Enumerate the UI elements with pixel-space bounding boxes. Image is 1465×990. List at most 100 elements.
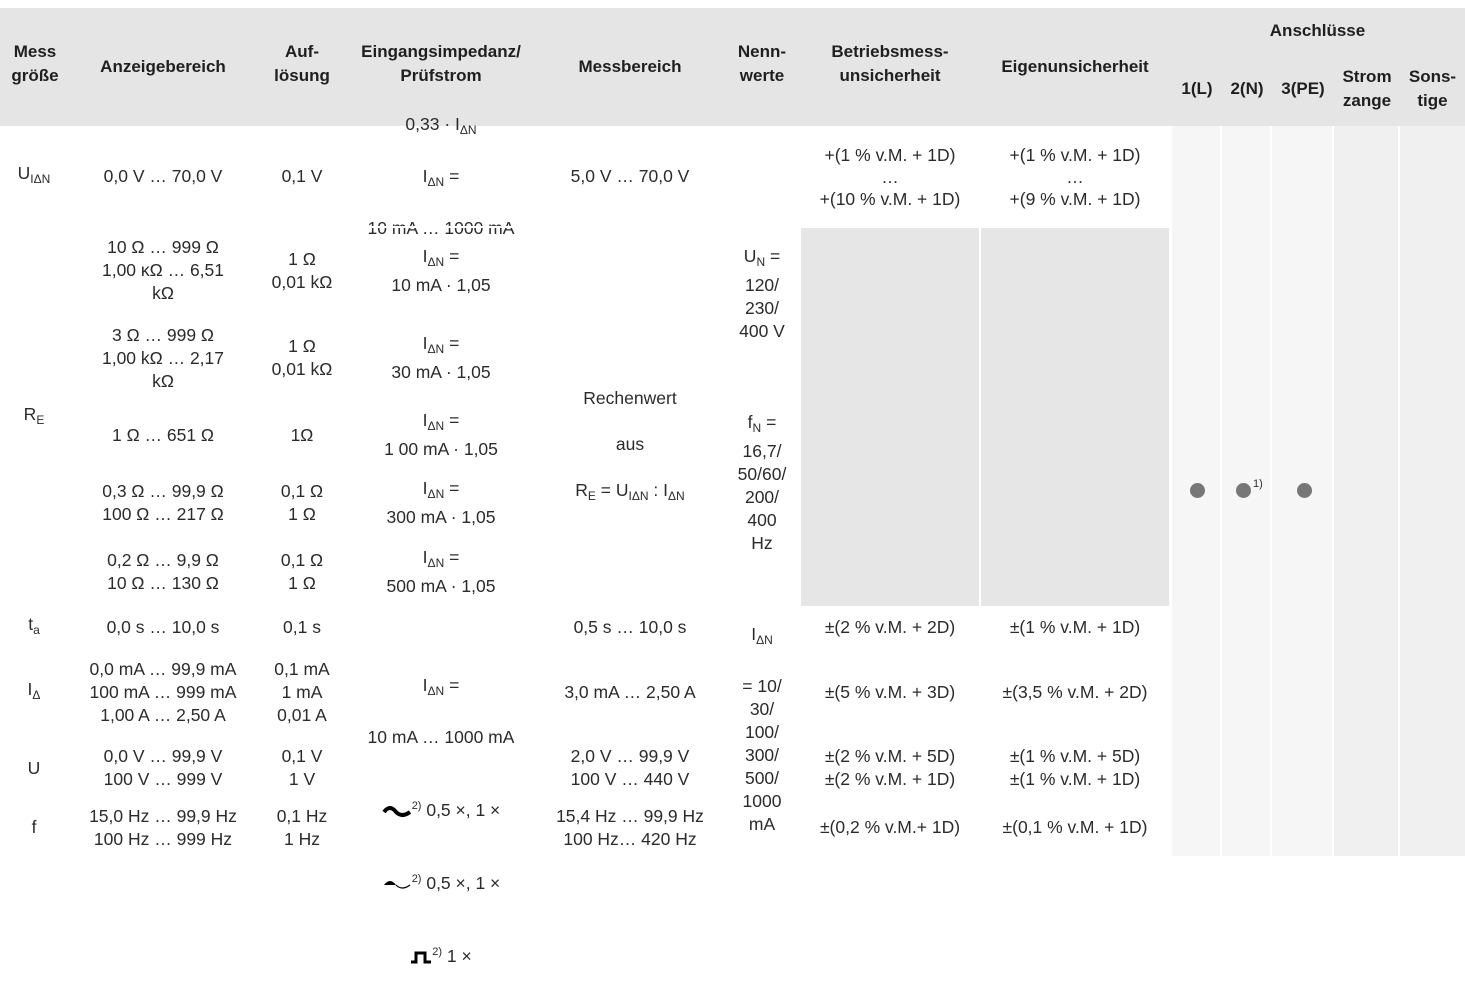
header-eigenunsicherheit: Eigenunsicherheit [1001, 57, 1149, 76]
anzeige-ta: 0,0 s … 10,0 s [106, 616, 220, 637]
conn-dot-1l [1190, 483, 1205, 498]
sep [257, 126, 259, 856]
half-wave-icon [383, 881, 411, 889]
aufl-idelta: 0,1 mA 1 mA 0,01 A [274, 658, 330, 725]
betrieb-u: ±(2 % v.M. + 5D) ±(2 % v.M. + 1D) [824, 746, 956, 789]
imp-uidn: 0,33 · IΔN IΔN = 10 mA … 1000 mA [367, 114, 515, 238]
mess-re: Rechenwert aus RE = UIΔN : IΔN [575, 387, 685, 503]
anzeige-re5: 0,2 Ω … 9,9 Ω 10 Ω … 130 Ω [107, 550, 219, 593]
sep [535, 126, 537, 856]
header-eingangsimpedanz: Eingangsimpedanz/ Prüfstrom [361, 42, 521, 85]
sep [0, 798, 346, 800]
sep [1220, 126, 1222, 856]
eigen-u: ±(1 % v.M. + 5D) ±(1 % v.M. + 1D) [1009, 746, 1141, 789]
sep [68, 401, 536, 403]
sep [68, 313, 536, 315]
sep [800, 646, 1170, 648]
aufl-re5: 0,1 Ω 1 Ω [280, 550, 324, 593]
dc-pulse-icon [411, 951, 432, 964]
eigen-uidn: +(1 % v.M. + 1D) … +(9 % v.M. + 1D) [1009, 144, 1141, 209]
imp-re2: IΔN = 30 mA · 1,05 [391, 333, 491, 382]
header-3pe: 3(PE) [1281, 79, 1325, 98]
sep [1270, 126, 1272, 856]
qty-ta: ta [28, 613, 40, 637]
imp-re1: IΔN = 10 mA · 1,05 [391, 245, 491, 295]
mess-f: 15,4 Hz … 99,9 Hz 100 Hz… 420 Hz [556, 805, 704, 849]
header-messgroesse: Mess größe [11, 42, 59, 85]
conn-dot-3pe [1297, 483, 1312, 498]
imp-shared-lower: IΔN = 10 mA … 1000 mA 2) 0,5 ×, 1 × 2) 0… [367, 675, 515, 966]
sep [1169, 126, 1171, 856]
header-betriebsmess: Betriebsmess- unsicherheit [831, 42, 949, 85]
eigen-f: ±(0,1 % v.M. + 1D) [1002, 817, 1148, 837]
header-2n: 2(N) [1230, 79, 1264, 98]
betrieb-f: ±(0,2 % v.M.+ 1D) [819, 817, 961, 837]
sep [800, 736, 1170, 738]
header-aufloesung: Auf- lösung [274, 42, 330, 85]
qty-re: RE [23, 403, 45, 427]
anzeige-f: 15,0 Hz … 99,9 Hz 100 Hz … 999 Hz [89, 805, 237, 849]
anzeige-u: 0,0 V … 99,9 V 100 V … 999 V [103, 746, 223, 789]
aufl-uidn: 0,1 V [281, 166, 323, 186]
sep [800, 606, 1170, 608]
sep [0, 226, 1170, 228]
mess-uidn: 5,0 V … 70,0 V [570, 166, 690, 186]
table-header [0, 8, 1465, 126]
aufl-re2: 1 Ω 0,01 kΩ [271, 336, 333, 379]
sep [0, 606, 724, 608]
header-anzeigebereich: Anzeigebereich [100, 57, 226, 76]
sep [345, 126, 347, 856]
eigen-ta: ±(1 % v.M. + 1D) [1009, 616, 1141, 637]
imp-re5: IΔN = 500 mA · 1,05 [386, 547, 496, 596]
conn-footnote: 1) [1253, 478, 1263, 490]
eigen-idelta: ±(3,5 % v.M. + 2D) [1002, 681, 1148, 702]
sep [67, 126, 69, 856]
aufl-re4: 0,1 Ω 1 Ω [280, 480, 324, 524]
sep [68, 536, 536, 538]
sep [536, 646, 724, 648]
sep [723, 126, 725, 856]
mess-idelta: 3,0 mA … 2,50 A [564, 681, 696, 702]
anzeige-re2: 3 Ω … 999 Ω 1,00 kΩ … 2,17 kΩ [101, 324, 225, 391]
sep [1332, 126, 1334, 856]
anzeige-re3: 1 Ω … 651 Ω [111, 424, 215, 445]
sep [1398, 126, 1400, 856]
aufl-ta: 0,1 s [283, 616, 321, 637]
sine-wave-icon [382, 806, 411, 818]
aufl-f: 0,1 Hz 1 Hz [276, 805, 328, 849]
sep [0, 646, 346, 648]
betrieb-ta: ±(2 % v.M. + 2D) [824, 616, 956, 637]
sep [799, 126, 801, 856]
header-sonstige: Sons- tige [1408, 67, 1457, 110]
sep [979, 126, 981, 856]
anzeige-re1: 10 Ω … 999 Ω 1,00 κΩ … 6,51 kΩ [101, 237, 225, 303]
header-anschluesse: Anschlüsse [1269, 21, 1366, 40]
imp-re3: IΔN = 1 00 mA · 1,05 [384, 410, 498, 459]
empty-re-betrieb [800, 227, 1170, 607]
anzeige-re4: 0,3 Ω … 99,9 Ω 100 Ω … 217 Ω [102, 480, 224, 524]
qty-uidn: UIΔN [17, 163, 51, 186]
sep [536, 736, 724, 738]
header-stromzange: Strom zange [1342, 67, 1392, 110]
sep [800, 798, 1170, 800]
qty-f: f [31, 817, 37, 837]
aufl-re3: 1Ω [290, 424, 314, 445]
qty-u: U [27, 757, 41, 778]
imp-re4: IΔN = 300 mA · 1,05 [386, 477, 496, 527]
aufl-re1: 1 Ω 0,01 kΩ [271, 248, 333, 292]
sep [0, 736, 346, 738]
mess-ta: 0,5 s … 10,0 s [573, 616, 687, 637]
nennwerte: UN = 120/ 230/ 400 V fN = 16,7/ 50/60/ 2… [737, 246, 787, 834]
header-nennwerte: Nenn- werte [737, 42, 787, 85]
qty-idelta: IΔ [27, 678, 41, 702]
sep [68, 467, 536, 469]
betrieb-idelta: ±(5 % v.M. + 3D) [824, 681, 956, 702]
betrieb-uidn: +(1 % v.M. + 1D) … +(10 % v.M. + 1D) [819, 144, 961, 209]
anzeige-idelta: 0,0 mA … 99,9 mA 100 mA … 999 mA 1,00 A … [89, 658, 237, 725]
mess-u: 2,0 V … 99,9 V 100 V … 440 V [570, 746, 690, 789]
header-messbereich: Messbereich [578, 57, 682, 76]
anzeige-uidn: 0,0 V … 70,0 V [103, 166, 223, 186]
sep [536, 798, 724, 800]
header-1l: 1(L) [1181, 79, 1213, 98]
conn-dot-2n [1236, 483, 1251, 498]
